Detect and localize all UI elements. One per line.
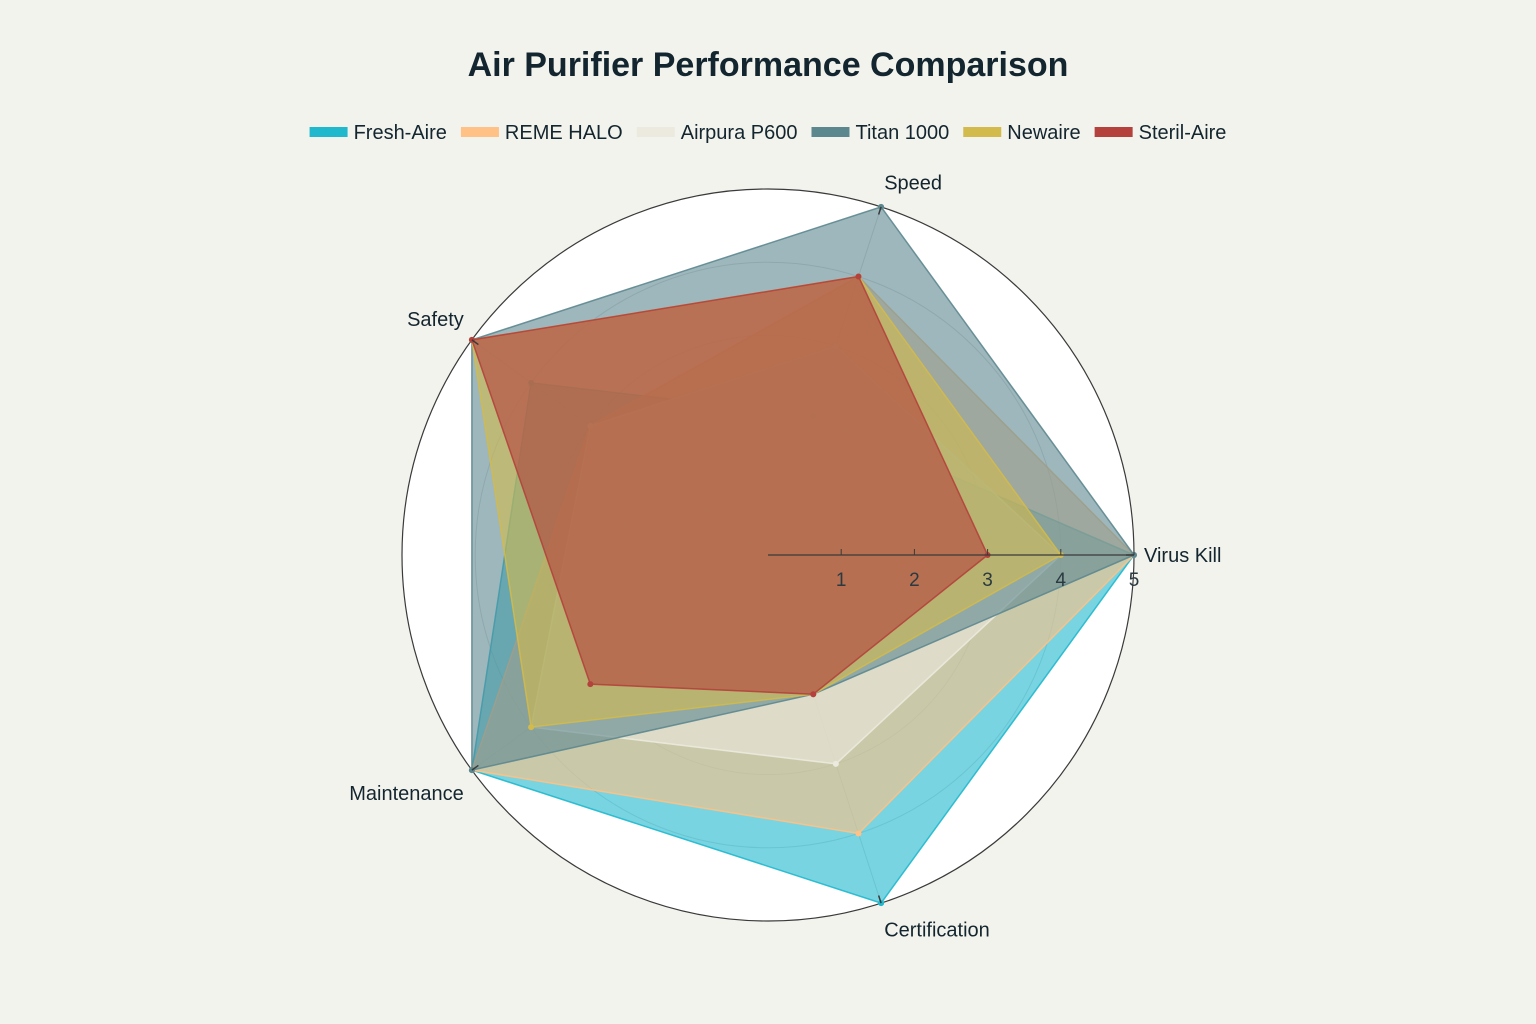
series-steril-aire bbox=[468, 273, 991, 698]
legend-label-fresh-aire: Fresh-Aire bbox=[354, 122, 447, 144]
angular-tick-safety bbox=[471, 339, 479, 346]
point-steril-aire-certification bbox=[810, 691, 817, 698]
legend-marker-fresh-aire bbox=[325, 127, 333, 135]
point-steril-aire-maintenance bbox=[587, 681, 594, 688]
legend-marker-titan-1000 bbox=[826, 127, 834, 135]
angular-tick-certification bbox=[877, 895, 882, 904]
axis-label-certification: Certification bbox=[884, 920, 990, 942]
legend-label-reme-halo: REME HALO bbox=[505, 122, 623, 144]
legend-label-titan-1000: Titan 1000 bbox=[855, 122, 949, 144]
axis-label-maintenance: Maintenance bbox=[349, 783, 464, 805]
legend-item-newaire: Newaire bbox=[963, 122, 1081, 144]
legend-label-airpura-p600: Airpura P600 bbox=[681, 122, 798, 144]
radial-tick-label-4: 4 bbox=[1056, 570, 1067, 591]
legend-marker-reme-halo bbox=[476, 127, 484, 135]
legend: Fresh-Aire REME HALO Airpura P600 Titan 100… bbox=[309, 122, 1227, 144]
legend-item-airpura-p600: Airpura P600 bbox=[636, 122, 798, 144]
series-area-steril-aire bbox=[470, 275, 989, 695]
angular-tick-maintenance bbox=[471, 764, 479, 771]
radial-tick-label-3: 3 bbox=[982, 570, 993, 591]
chart-title: Air Purifier Performance Comparison bbox=[468, 46, 1069, 84]
radial-tick-label-2: 2 bbox=[909, 570, 920, 591]
legend-item-fresh-aire: Fresh-Aire bbox=[309, 122, 447, 144]
legend-item-reme-halo: REME HALO bbox=[460, 122, 623, 144]
axis-label-speed: Speed bbox=[884, 172, 942, 194]
point-reme-halo-certification bbox=[855, 830, 862, 837]
legend-label-steril-aire: Steril-Aire bbox=[1139, 122, 1227, 144]
radial-tick-label-5: 5 bbox=[1129, 570, 1140, 591]
axis-label-virus-kill: Virus Kill bbox=[1144, 545, 1221, 567]
legend-item-steril-aire: Steril-Aire bbox=[1094, 122, 1227, 144]
angular-tick-speed bbox=[877, 206, 882, 215]
legend-label-newaire: Newaire bbox=[1007, 122, 1080, 144]
angular-axis-labels: Virus Kill Speed Safety Maintenance Certific… bbox=[349, 172, 1221, 941]
legend-marker-steril-aire bbox=[1110, 127, 1118, 135]
radial-tick-label-1: 1 bbox=[836, 570, 847, 591]
point-airpura-p600-certification bbox=[832, 760, 839, 767]
point-newaire-maintenance bbox=[528, 724, 535, 731]
point-steril-aire-speed bbox=[855, 273, 862, 280]
legend-item-titan-1000: Titan 1000 bbox=[811, 122, 949, 144]
axis-label-safety: Safety bbox=[407, 309, 464, 331]
radial-axis: 1 2 3 4 5 bbox=[768, 549, 1139, 591]
legend-marker-newaire bbox=[978, 127, 986, 135]
legend-marker-airpura-p600 bbox=[652, 127, 660, 135]
